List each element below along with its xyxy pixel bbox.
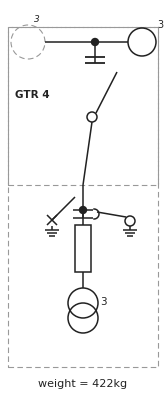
Text: 3: 3: [34, 15, 40, 24]
Text: GTR 4: GTR 4: [15, 90, 50, 100]
Bar: [8, 27, 158, 367]
Bar: [75, 225, 91, 272]
Bar: [8, 27, 158, 185]
Circle shape: [91, 38, 98, 46]
Text: 3: 3: [100, 297, 107, 307]
Circle shape: [125, 216, 135, 226]
Circle shape: [87, 112, 97, 122]
Circle shape: [80, 206, 86, 214]
Text: 3: 3: [157, 20, 163, 30]
Text: weight = 422kg: weight = 422kg: [39, 379, 127, 389]
